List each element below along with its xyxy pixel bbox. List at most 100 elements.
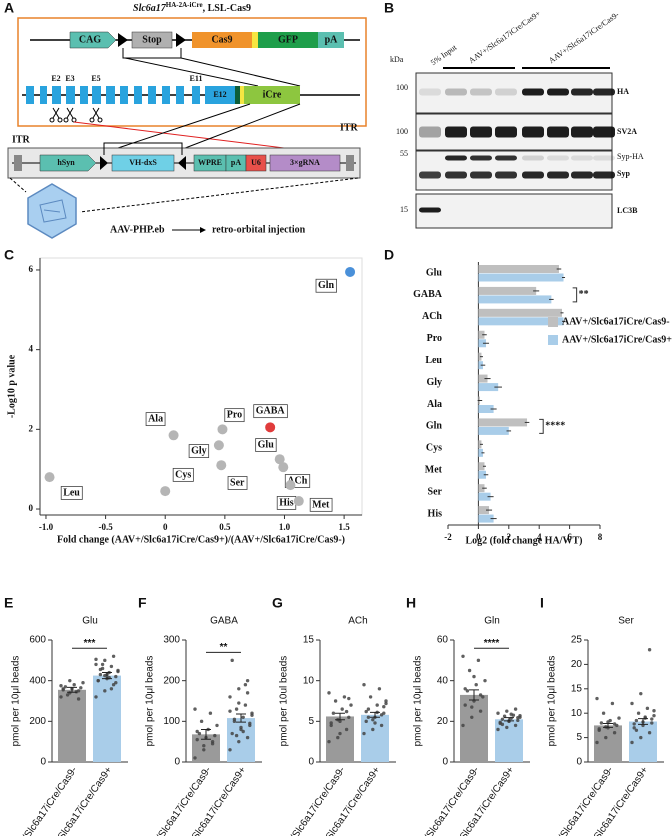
exon-label: E12 — [213, 90, 226, 99]
sig-label: **** — [484, 638, 500, 649]
point — [228, 695, 232, 699]
y-tick-label: 200 — [163, 675, 180, 686]
vh-label: VH-dxS — [129, 158, 157, 167]
point — [59, 684, 63, 688]
point — [265, 422, 276, 433]
point — [463, 687, 467, 691]
label-box — [172, 467, 194, 482]
y-tick-label: 6 — [29, 264, 34, 274]
y-axis-label: -Log10 p value — [6, 354, 17, 418]
pa — [318, 32, 344, 48]
point — [285, 480, 296, 491]
category-label: Ala — [427, 399, 442, 410]
bar — [478, 470, 486, 479]
band — [470, 155, 492, 161]
point — [634, 718, 639, 723]
point — [241, 715, 245, 719]
label: Pro — [227, 410, 242, 421]
point — [245, 691, 250, 695]
connector — [111, 103, 251, 151]
bar — [478, 462, 485, 471]
stop-label: Stop — [142, 34, 162, 45]
point — [94, 657, 98, 662]
point — [362, 683, 366, 687]
point — [509, 716, 513, 720]
error-bar — [638, 718, 648, 725]
sig-label: **** — [545, 421, 565, 432]
point — [96, 678, 100, 683]
bar — [478, 295, 552, 304]
itr — [14, 155, 22, 171]
exons — [26, 86, 235, 104]
y-tick-label: 60 — [437, 635, 449, 646]
u6 — [245, 154, 267, 172]
point — [213, 440, 224, 451]
capsid-detail — [39, 199, 67, 223]
point — [232, 717, 237, 721]
point — [193, 756, 197, 760]
plot-frame — [39, 257, 363, 516]
point — [502, 714, 507, 718]
band-label: Syp — [617, 169, 630, 178]
allele: HA-2A-iCre — [166, 1, 203, 9]
label: GABA — [256, 406, 286, 417]
point — [61, 687, 65, 691]
x-tick-label: 2 — [507, 532, 512, 542]
point — [617, 716, 621, 720]
band — [445, 126, 467, 138]
point — [109, 687, 114, 691]
point — [513, 707, 518, 711]
point — [241, 729, 245, 734]
y-tick-label: 15 — [303, 635, 315, 646]
y-tick-label: 0 — [442, 757, 448, 768]
x-axis-label: Log2 (fold change HA/WT) — [466, 535, 583, 546]
bar — [478, 317, 564, 326]
marker: 100 — [396, 83, 408, 92]
panel-label: B — [384, 0, 394, 16]
y-tick-label: 10 — [571, 708, 583, 719]
chart-title: GABA — [210, 616, 238, 627]
band — [593, 88, 615, 96]
loxp — [176, 33, 186, 47]
point — [344, 709, 349, 714]
point — [496, 711, 500, 715]
y-tick-label: 0 — [576, 757, 582, 768]
category-label: His — [428, 508, 443, 519]
cas9 — [192, 32, 252, 48]
point-label: Ala — [145, 412, 166, 427]
marker: 55 — [400, 149, 408, 158]
point — [599, 721, 604, 725]
point — [329, 721, 333, 725]
dash — [79, 177, 359, 213]
x-tick-label: -1.0 — [39, 522, 54, 532]
label-box — [188, 444, 210, 458]
point — [366, 707, 371, 711]
recombination-arrow — [122, 48, 182, 59]
x-tick-label: 6 — [567, 532, 572, 542]
point — [373, 721, 377, 725]
point — [63, 685, 68, 689]
point — [652, 713, 656, 718]
point — [338, 731, 342, 736]
point — [44, 472, 55, 483]
point-label: Pro — [224, 408, 245, 423]
band — [470, 126, 492, 138]
panel-label: G — [272, 595, 283, 611]
point — [160, 486, 171, 497]
error-bar — [102, 672, 112, 680]
x-tick-label: 1.0 — [279, 522, 291, 532]
blots — [415, 72, 615, 229]
error-bar — [67, 686, 77, 693]
point — [230, 731, 234, 736]
point — [347, 696, 351, 701]
x-tick-label: 1.5 — [338, 522, 350, 532]
point — [470, 705, 474, 709]
icre — [244, 86, 300, 104]
category-label: GABA — [413, 289, 443, 300]
band — [522, 171, 544, 179]
exon-label: E5 — [91, 74, 100, 83]
route-label: retro-orbital injection — [212, 224, 306, 235]
point — [243, 703, 248, 707]
loxp — [100, 156, 108, 170]
grna-label: 3×gRNA — [290, 158, 320, 167]
